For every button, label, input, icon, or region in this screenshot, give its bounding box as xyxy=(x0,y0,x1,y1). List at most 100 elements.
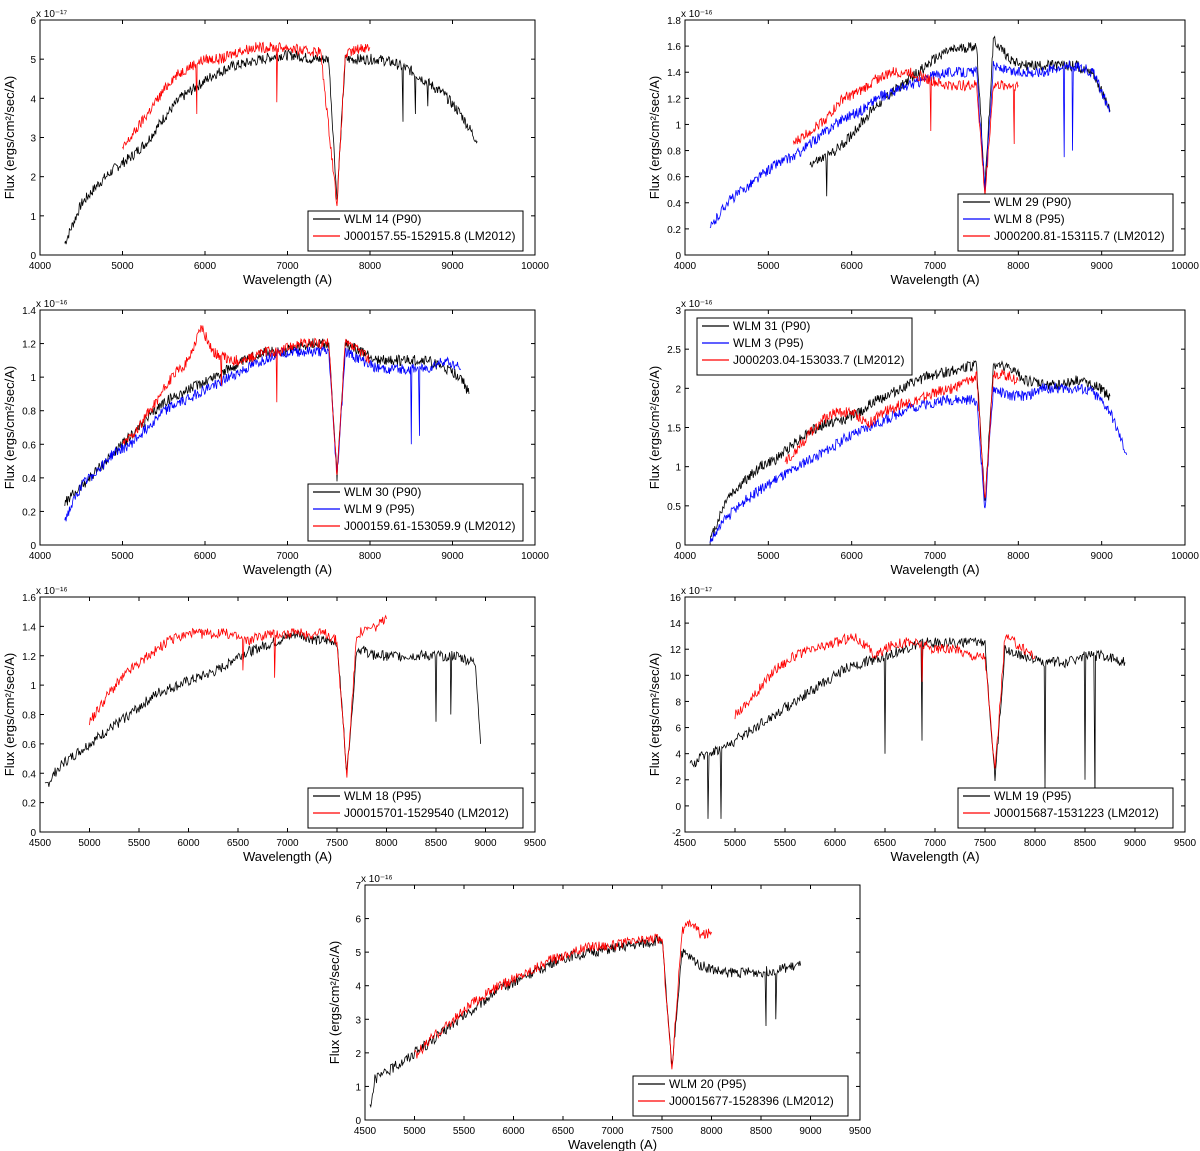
legend-entry: J000159.61-153059.9 (LM2012) xyxy=(344,519,515,533)
x-tick-label: 8000 xyxy=(700,1126,723,1137)
y-tick-label: 1.8 xyxy=(667,16,681,27)
y-tick-label: 0.5 xyxy=(667,502,681,513)
x-tick-label: 7000 xyxy=(276,838,299,849)
x-tick-label: 8000 xyxy=(1007,551,1030,562)
y-tick-label: 4 xyxy=(30,94,36,105)
y-exponent: x 10⁻¹⁷ xyxy=(681,586,713,597)
x-tick-label: 9000 xyxy=(1124,838,1147,849)
y-tick-label: 2 xyxy=(355,1049,361,1060)
series-line-1 xyxy=(64,48,478,245)
x-tick-label: 4000 xyxy=(674,551,697,562)
legend-entry: WLM 29 (P90) xyxy=(994,195,1071,209)
y-tick-label: 0 xyxy=(30,541,36,552)
legend-box xyxy=(307,787,524,829)
series-line-1 xyxy=(64,338,470,506)
y-tick-label: 3 xyxy=(675,306,681,317)
x-tick-label: 4000 xyxy=(29,551,52,562)
y-axis-label: Flux (ergs/cm²/sec/A) xyxy=(647,653,662,777)
y-tick-label: 0.2 xyxy=(22,507,36,518)
y-tick-label: 1.4 xyxy=(22,622,36,633)
y-tick-label: 12 xyxy=(670,645,682,656)
legend-box xyxy=(307,210,524,252)
series-line-3 xyxy=(784,369,1019,499)
y-tick-label: 16 xyxy=(670,593,682,604)
y-tick-label: 0.6 xyxy=(22,740,36,751)
y-tick-label: -2 xyxy=(672,828,681,839)
legend-entry: WLM 30 (P90) xyxy=(344,485,421,499)
x-tick-label: 8500 xyxy=(750,1126,773,1137)
x-tick-label: 9000 xyxy=(474,838,497,849)
x-tick-label: 7500 xyxy=(651,1126,674,1137)
x-tick-label: 4500 xyxy=(354,1126,377,1137)
x-tick-label: 9000 xyxy=(1091,261,1114,272)
x-tick-label: 9500 xyxy=(524,838,547,849)
x-tick-label: 10000 xyxy=(1171,261,1199,272)
legend-entry: J00015687-1531223 (LM2012) xyxy=(994,806,1159,820)
y-tick-label: 10 xyxy=(670,671,682,682)
x-tick-label: 5000 xyxy=(757,261,780,272)
y-tick-label: 1.4 xyxy=(22,306,36,317)
x-axis-label: Wavelength (A) xyxy=(243,562,332,577)
y-tick-label: 0.8 xyxy=(667,147,681,158)
y-tick-label: 8 xyxy=(675,697,681,708)
x-tick-label: 8000 xyxy=(375,838,398,849)
y-tick-label: 1 xyxy=(675,120,681,131)
y-exponent: x 10⁻¹⁶ xyxy=(36,299,68,310)
x-tick-label: 9000 xyxy=(441,551,464,562)
y-tick-label: 5 xyxy=(30,55,36,66)
series-line-3 xyxy=(792,67,1019,197)
y-tick-label: 14 xyxy=(670,619,682,630)
y-tick-label: 1 xyxy=(30,681,36,692)
series-line-1 xyxy=(44,629,481,787)
y-axis-label: Flux (ergs/cm²/sec/A) xyxy=(647,366,662,490)
y-tick-label: 0 xyxy=(355,1116,361,1127)
x-tick-label: 5500 xyxy=(453,1126,476,1137)
x-tick-label: 8000 xyxy=(1024,838,1047,849)
x-tick-label: 7500 xyxy=(326,838,349,849)
y-tick-label: 5 xyxy=(355,948,361,959)
legend-entry: WLM 31 (P90) xyxy=(733,319,810,333)
series-line-2 xyxy=(709,60,1111,229)
legend-box xyxy=(696,317,913,376)
x-tick-label: 7000 xyxy=(924,838,947,849)
y-tick-label: 1 xyxy=(30,212,36,223)
x-axis-label: Wavelength (A) xyxy=(568,1137,657,1151)
x-tick-label: 6000 xyxy=(502,1126,525,1137)
legend-entry: WLM 19 (P95) xyxy=(994,789,1071,803)
x-tick-label: 5000 xyxy=(403,1126,426,1137)
x-tick-label: 6000 xyxy=(841,261,864,272)
legend-entry: J000200.81-153115.7 (LM2012) xyxy=(994,229,1165,243)
y-tick-label: 4 xyxy=(675,750,681,761)
y-tick-label: 2.5 xyxy=(667,345,681,356)
x-tick-label: 4500 xyxy=(29,838,52,849)
y-tick-label: 6 xyxy=(675,724,681,735)
y-tick-label: 2 xyxy=(30,173,36,184)
y-exponent: x 10⁻¹⁶ xyxy=(681,299,713,310)
y-tick-label: 0.6 xyxy=(22,440,36,451)
x-tick-label: 6000 xyxy=(194,261,217,272)
x-tick-label: 5500 xyxy=(128,838,151,849)
y-tick-label: 4 xyxy=(355,982,361,993)
x-tick-label: 6000 xyxy=(177,838,200,849)
x-tick-label: 8000 xyxy=(1007,261,1030,272)
legend-box xyxy=(307,483,524,542)
y-exponent: x 10⁻¹⁶ xyxy=(361,874,393,885)
y-tick-label: 6 xyxy=(355,915,361,926)
y-tick-label: 1 xyxy=(355,1082,361,1093)
y-tick-label: 0.8 xyxy=(22,407,36,418)
legend-entry: WLM 20 (P95) xyxy=(669,1077,746,1091)
y-tick-label: 1.2 xyxy=(667,94,681,105)
x-tick-label: 5000 xyxy=(78,838,101,849)
x-tick-label: 6500 xyxy=(874,838,897,849)
series-line-3 xyxy=(122,325,371,475)
x-tick-label: 9000 xyxy=(1091,551,1114,562)
x-tick-label: 6000 xyxy=(194,551,217,562)
x-tick-label: 8500 xyxy=(1074,838,1097,849)
series-line-2 xyxy=(734,633,1036,769)
x-tick-label: 7000 xyxy=(924,261,947,272)
x-axis-label: Wavelength (A) xyxy=(243,272,332,287)
